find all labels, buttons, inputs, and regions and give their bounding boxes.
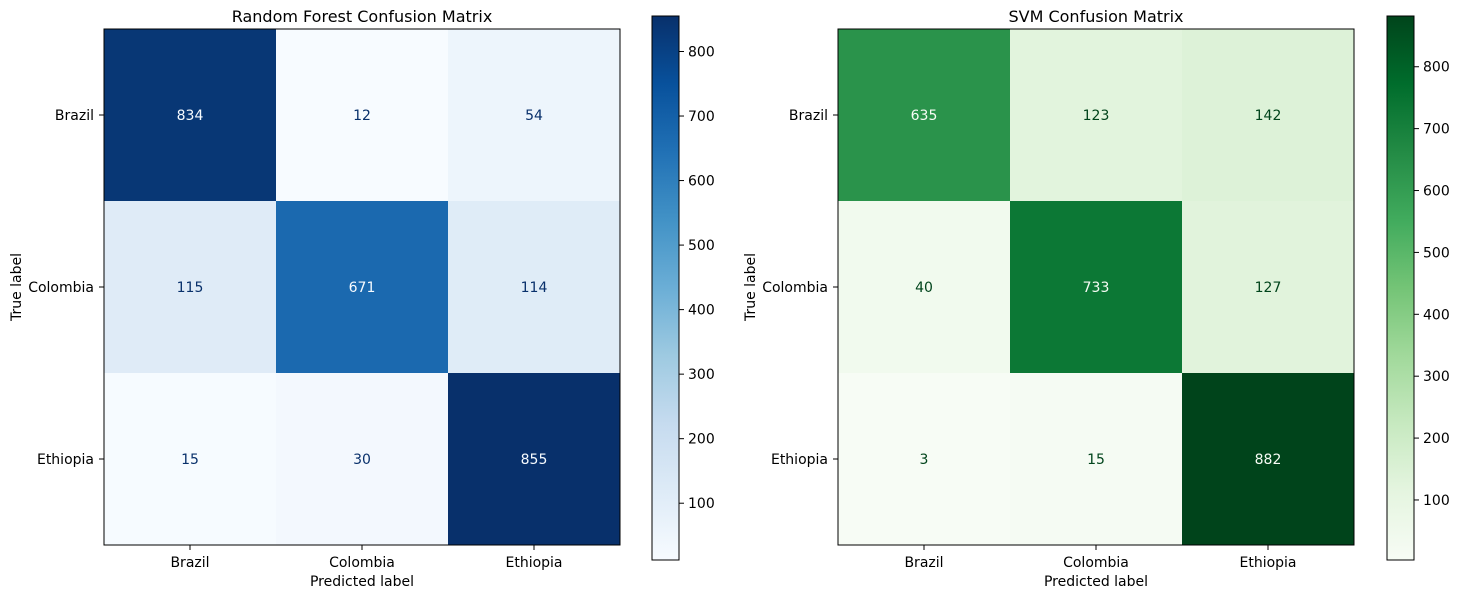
- matrix-cell: [1182, 373, 1355, 546]
- matrix-cell: [448, 373, 621, 546]
- cell-value-label: 15: [181, 452, 199, 468]
- colorbar: [651, 15, 680, 561]
- matrix-cell: [1182, 29, 1355, 202]
- x-tick-label: Colombia: [1063, 555, 1129, 571]
- matrix-cell: [838, 29, 1011, 202]
- cell-value-label: 733: [1083, 280, 1110, 296]
- confusion-matrix-panel-random-forest: Random Forest Confusion Matrix 834 12 54 115…: [9, 7, 715, 590]
- cell-value-label: 54: [525, 108, 543, 124]
- colorbar-tick-label: 500: [688, 238, 715, 254]
- cell-value-label: 834: [177, 108, 204, 124]
- y-tick-label: Brazil: [55, 108, 94, 124]
- cell-value-label: 142: [1255, 108, 1282, 124]
- cell-value-label: 30: [353, 452, 371, 468]
- y-tick-label: Colombia: [28, 280, 94, 296]
- matrix-cell: [1010, 201, 1183, 374]
- x-tick-label: Brazil: [170, 555, 209, 571]
- colorbar-tick-label: 100: [688, 496, 715, 512]
- y-tick-label: Ethiopia: [37, 452, 94, 468]
- y-axis-label: True label: [9, 253, 25, 322]
- matrix-cell: [838, 373, 1011, 546]
- matrix-cell: [1010, 29, 1183, 202]
- colorbar-tick-label: 400: [1423, 307, 1450, 323]
- matrix-cell: [276, 201, 449, 374]
- cell-value-label: 855: [521, 452, 548, 468]
- cell-value-label: 671: [349, 280, 376, 296]
- y-tick-label: Brazil: [789, 108, 828, 124]
- cell-value-label: 115: [177, 280, 204, 296]
- matrix-cell: [448, 29, 621, 202]
- colorbar-tick-label: 300: [688, 367, 715, 383]
- x-tick-label: Brazil: [904, 555, 943, 571]
- chart-title: SVM Confusion Matrix: [1008, 7, 1183, 26]
- cell-value-label: 882: [1255, 452, 1282, 468]
- cell-value-label: 15: [1087, 452, 1105, 468]
- colorbar-tick-label: 700: [688, 109, 715, 125]
- matrix-cell: [104, 373, 277, 546]
- chart-title: Random Forest Confusion Matrix: [232, 7, 493, 26]
- y-tick-label: Ethiopia: [771, 452, 828, 468]
- colorbar-tick-label: 800: [1423, 60, 1450, 76]
- colorbar: [1386, 15, 1415, 561]
- colorbar-tick-label: 400: [688, 303, 715, 319]
- matrix-cell: [448, 201, 621, 374]
- cell-value-label: 40: [915, 280, 933, 296]
- x-axis-label: Predicted label: [310, 574, 414, 590]
- matrix-cell: [276, 29, 449, 202]
- cell-value-label: 12: [353, 108, 371, 124]
- y-tick-label: Colombia: [762, 280, 828, 296]
- matrix-cell: [104, 201, 277, 374]
- matrix-cell: [838, 201, 1011, 374]
- colorbar-tick-label: 700: [1423, 122, 1450, 138]
- x-tick-label: Ethiopia: [1239, 555, 1296, 571]
- colorbar-tick-label: 600: [688, 174, 715, 190]
- cell-value-label: 3: [920, 452, 929, 468]
- matrix-cell: [1182, 201, 1355, 374]
- colorbar-tick-label: 600: [1423, 184, 1450, 200]
- matrix-cell: [104, 29, 277, 202]
- colorbar-tick-label: 200: [688, 432, 715, 448]
- x-axis-label: Predicted label: [1044, 574, 1148, 590]
- cell-value-label: 127: [1255, 280, 1282, 296]
- colorbar-tick-label: 800: [688, 44, 715, 60]
- colorbar-tick-label: 100: [1423, 493, 1450, 509]
- confusion-matrix-panel-svm: SVM Confusion Matrix 635 123 142 40 733 127 3 15…: [743, 7, 1450, 590]
- colorbar-tick-label: 500: [1423, 245, 1450, 261]
- cell-value-label: 114: [521, 280, 548, 296]
- x-tick-label: Ethiopia: [505, 555, 562, 571]
- matrix-cell: [276, 373, 449, 546]
- x-tick-label: Colombia: [329, 555, 395, 571]
- y-axis-label: True label: [743, 253, 759, 322]
- cell-value-label: 635: [911, 108, 938, 124]
- matrix-cell: [1010, 373, 1183, 546]
- colorbar-tick-label: 200: [1423, 431, 1450, 447]
- colorbar-tick-label: 300: [1423, 369, 1450, 385]
- cell-value-label: 123: [1083, 108, 1110, 124]
